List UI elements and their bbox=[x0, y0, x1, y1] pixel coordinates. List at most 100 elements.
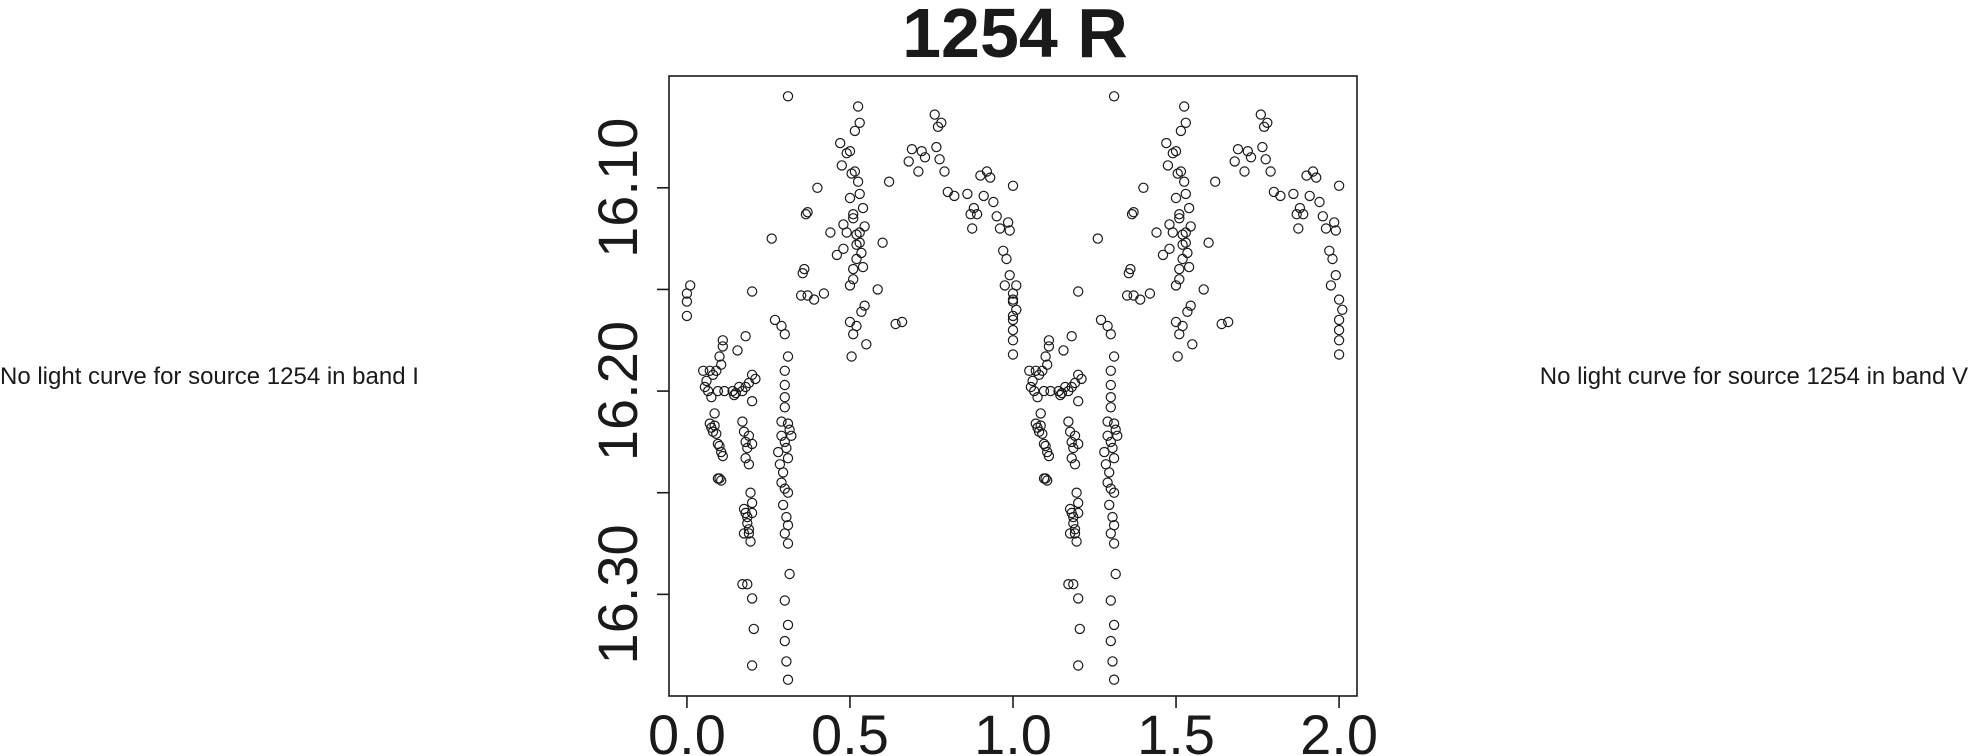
data-point bbox=[818, 288, 830, 299]
data-point bbox=[1108, 487, 1120, 498]
data-point bbox=[1167, 227, 1179, 238]
data-point bbox=[1108, 418, 1120, 429]
data-point bbox=[854, 227, 865, 238]
data-point bbox=[1170, 280, 1182, 291]
data-point bbox=[701, 375, 712, 387]
data-point bbox=[743, 528, 755, 539]
data-point bbox=[779, 635, 791, 647]
data-point bbox=[1102, 477, 1113, 488]
data-point bbox=[1040, 473, 1051, 484]
data-point bbox=[781, 511, 792, 523]
data-point bbox=[1175, 125, 1187, 137]
data-point bbox=[1105, 635, 1117, 647]
data-point bbox=[779, 436, 791, 448]
data-point bbox=[699, 381, 711, 393]
data-point bbox=[1007, 310, 1019, 322]
data-point bbox=[784, 568, 795, 580]
data-point bbox=[1185, 300, 1196, 311]
data-point bbox=[1055, 389, 1066, 401]
y-tick-label: 16.10 bbox=[586, 118, 649, 258]
left-side-note: No light curve for source 1254 in band I bbox=[0, 363, 419, 390]
data-point bbox=[1035, 408, 1046, 419]
data-point bbox=[1182, 306, 1193, 317]
data-point bbox=[1183, 202, 1195, 214]
data-point bbox=[1177, 253, 1188, 265]
data-point bbox=[1128, 290, 1139, 301]
x-tick-label: 0.0 bbox=[648, 703, 726, 756]
data-point bbox=[1314, 196, 1325, 208]
data-point bbox=[844, 192, 856, 204]
data-point bbox=[781, 656, 792, 667]
data-point bbox=[717, 335, 729, 346]
data-point bbox=[916, 145, 927, 157]
data-point bbox=[1069, 524, 1081, 535]
data-point bbox=[742, 579, 753, 590]
data-point bbox=[851, 320, 862, 332]
data-point bbox=[1004, 270, 1015, 281]
data-point bbox=[1126, 208, 1138, 220]
data-point bbox=[1032, 392, 1043, 403]
data-point bbox=[717, 341, 729, 352]
data-point bbox=[746, 286, 758, 297]
data-point bbox=[745, 536, 756, 547]
data-point bbox=[714, 351, 725, 362]
data-point bbox=[746, 660, 758, 671]
data-point bbox=[1063, 579, 1074, 590]
scatter-plot: 0.0 0.5 1.0 1.5 2.0 16.30 16.20 16.10 bbox=[586, 75, 1378, 756]
data-point bbox=[685, 280, 696, 291]
data-point bbox=[962, 188, 973, 200]
data-point bbox=[851, 229, 862, 240]
data-point bbox=[737, 416, 748, 427]
data-point bbox=[1180, 227, 1192, 238]
data-point bbox=[740, 436, 751, 448]
data-point bbox=[706, 392, 717, 403]
data-point bbox=[1105, 329, 1117, 340]
data-point bbox=[1001, 253, 1012, 265]
data-point bbox=[1105, 365, 1117, 376]
data-point bbox=[919, 152, 931, 163]
data-point bbox=[781, 442, 792, 454]
data-point bbox=[742, 518, 753, 529]
data-point bbox=[1007, 294, 1019, 305]
data-point bbox=[1170, 192, 1182, 204]
data-point bbox=[717, 450, 729, 462]
data-point bbox=[1134, 294, 1146, 305]
y-axis: 16.30 16.20 16.10 bbox=[586, 118, 669, 664]
data-point bbox=[802, 206, 813, 218]
data-point bbox=[1307, 166, 1319, 177]
data-point bbox=[1167, 147, 1179, 159]
data-point bbox=[1222, 316, 1234, 328]
data-point bbox=[1172, 168, 1183, 179]
data-point bbox=[968, 202, 980, 214]
data-point bbox=[1041, 475, 1053, 486]
data-point bbox=[1138, 182, 1149, 193]
data-point bbox=[1058, 345, 1069, 356]
data-point bbox=[681, 310, 693, 322]
data-point bbox=[848, 213, 859, 224]
data-point bbox=[1337, 304, 1348, 315]
data-point bbox=[1110, 568, 1121, 580]
data-point bbox=[1071, 536, 1082, 547]
data-point bbox=[849, 166, 861, 177]
data-point bbox=[779, 402, 791, 413]
data-point bbox=[1045, 385, 1056, 397]
data-point bbox=[1041, 359, 1053, 370]
data-point bbox=[698, 365, 709, 376]
data-point bbox=[742, 511, 753, 523]
data-point bbox=[1320, 223, 1332, 234]
data-point bbox=[852, 176, 864, 187]
data-point bbox=[978, 190, 989, 202]
data-point bbox=[1105, 436, 1117, 448]
data-point bbox=[740, 453, 751, 464]
data-point bbox=[1063, 416, 1074, 427]
data-point bbox=[779, 595, 791, 606]
data-point bbox=[1172, 351, 1183, 362]
x-tick-label: 1.0 bbox=[974, 703, 1052, 756]
data-point bbox=[709, 420, 720, 431]
data-point bbox=[1185, 221, 1196, 232]
data-point bbox=[991, 211, 1002, 222]
data-point bbox=[1066, 331, 1077, 342]
data-point bbox=[1291, 208, 1302, 220]
data-point bbox=[779, 329, 791, 340]
data-point bbox=[784, 424, 795, 435]
